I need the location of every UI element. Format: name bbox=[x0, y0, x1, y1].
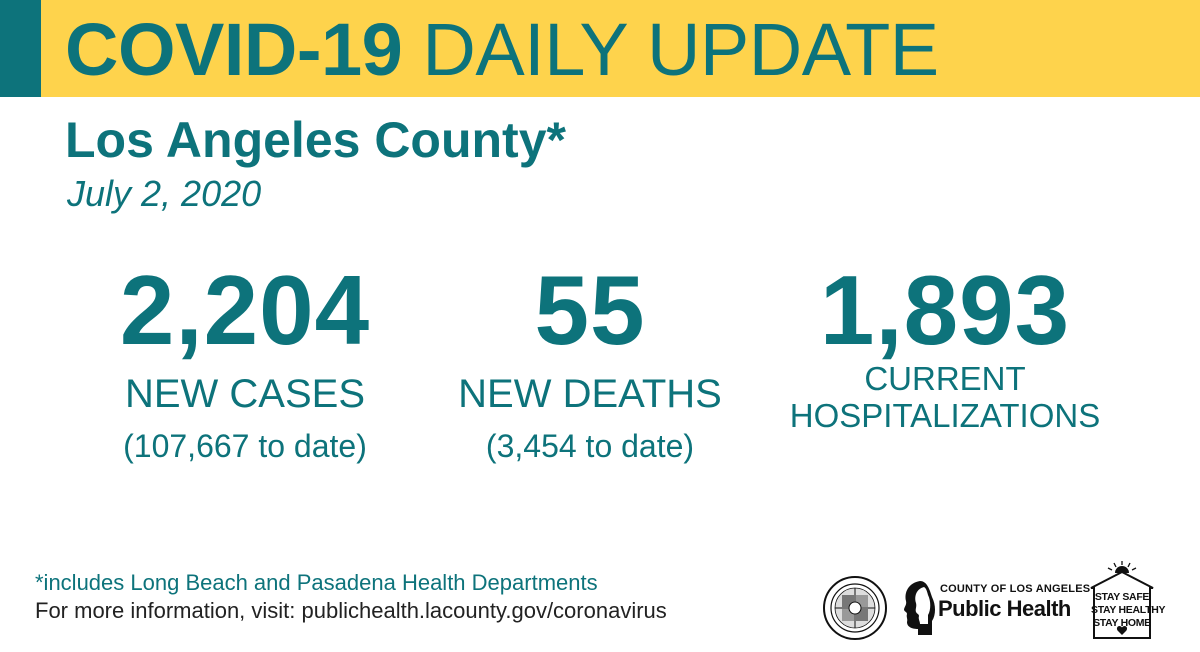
stay-safe-logo: STAY SAFE STAY HEALTHY STAY HOME bbox=[1088, 560, 1166, 640]
house-icon bbox=[1090, 570, 1154, 639]
deaths-to-date: (3,454 to date) bbox=[485, 428, 695, 464]
title-bold: COVID-19 bbox=[65, 8, 403, 91]
stay-healthy-line: STAY HEALTHY bbox=[1091, 604, 1166, 616]
stay-home-line: STAY HOME bbox=[1093, 617, 1151, 629]
footnote: *includes Long Beach and Pasadena Health… bbox=[35, 570, 598, 595]
banner-accent-bar bbox=[0, 0, 41, 97]
heart-icon bbox=[1116, 626, 1128, 635]
title-light: DAILY UPDATE bbox=[402, 8, 939, 91]
new-cases-value: 2,204 bbox=[119, 255, 371, 365]
new-deaths-value: 55 bbox=[534, 255, 646, 365]
report-date: July 2, 2020 bbox=[67, 173, 262, 214]
public-health-logo: COUNTY OF LOS ANGELES Public Health bbox=[898, 577, 1090, 637]
hospitalizations-value: 1,893 bbox=[819, 255, 1071, 365]
cases-to-date: (107,667 to date) bbox=[123, 428, 367, 464]
more-info-text: For more information, visit: publichealt… bbox=[35, 598, 667, 623]
page-title: COVID-19 DAILY UPDATE bbox=[65, 10, 939, 90]
new-cases-label: NEW CASES bbox=[124, 372, 366, 416]
new-deaths-label: NEW DEATHS bbox=[458, 372, 722, 416]
hospitalizations-label-line1: CURRENT bbox=[864, 360, 1026, 397]
public-health-silhouette-icon bbox=[904, 581, 935, 635]
stay-safe-line: STAY SAFE bbox=[1094, 591, 1150, 603]
sun-icon bbox=[1107, 561, 1137, 573]
location-heading: Los Angeles County* bbox=[65, 112, 566, 168]
header-banner: COVID-19 DAILY UPDATE bbox=[0, 0, 1200, 97]
public-health-text: Public Health bbox=[938, 596, 1071, 621]
hospitalizations-label-line2: HOSPITALIZATIONS bbox=[789, 397, 1101, 434]
public-health-county-text: COUNTY OF LOS ANGELES bbox=[940, 583, 1091, 595]
new-deaths-stat: 55 NEW DEATHS (3,454 to date) bbox=[440, 260, 740, 466]
new-cases-stat: 2,204 NEW CASES (107,667 to date) bbox=[95, 260, 395, 466]
hospitalizations-stat: 1,893 CURRENT HOSPITALIZATIONS bbox=[770, 260, 1120, 434]
county-seal-icon bbox=[822, 575, 888, 641]
